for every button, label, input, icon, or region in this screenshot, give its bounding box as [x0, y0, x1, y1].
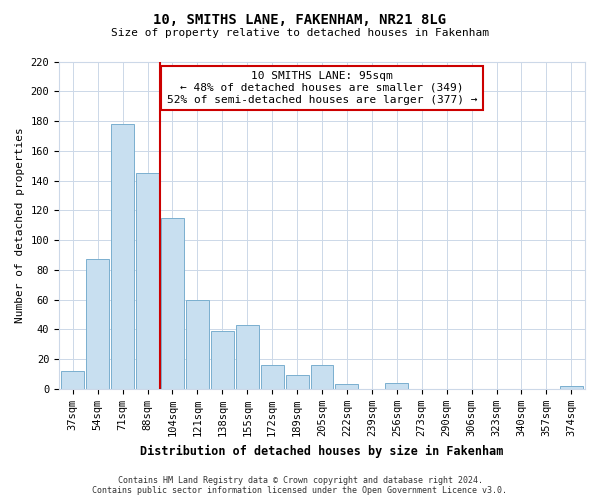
Bar: [286, 376, 308, 389]
Bar: [385, 383, 408, 389]
Bar: [136, 173, 159, 389]
Bar: [61, 371, 84, 389]
Bar: [211, 331, 234, 389]
X-axis label: Distribution of detached houses by size in Fakenham: Distribution of detached houses by size …: [140, 444, 504, 458]
Text: Contains HM Land Registry data © Crown copyright and database right 2024.
Contai: Contains HM Land Registry data © Crown c…: [92, 476, 508, 495]
Bar: [186, 300, 209, 389]
Bar: [161, 218, 184, 389]
Bar: [311, 365, 334, 389]
Bar: [335, 384, 358, 389]
Text: Size of property relative to detached houses in Fakenham: Size of property relative to detached ho…: [111, 28, 489, 38]
Text: 10, SMITHS LANE, FAKENHAM, NR21 8LG: 10, SMITHS LANE, FAKENHAM, NR21 8LG: [154, 12, 446, 26]
Bar: [86, 260, 109, 389]
Y-axis label: Number of detached properties: Number of detached properties: [15, 128, 25, 323]
Text: 10 SMITHS LANE: 95sqm
← 48% of detached houses are smaller (349)
52% of semi-det: 10 SMITHS LANE: 95sqm ← 48% of detached …: [167, 72, 477, 104]
Bar: [560, 386, 583, 389]
Bar: [236, 325, 259, 389]
Bar: [111, 124, 134, 389]
Bar: [260, 365, 284, 389]
